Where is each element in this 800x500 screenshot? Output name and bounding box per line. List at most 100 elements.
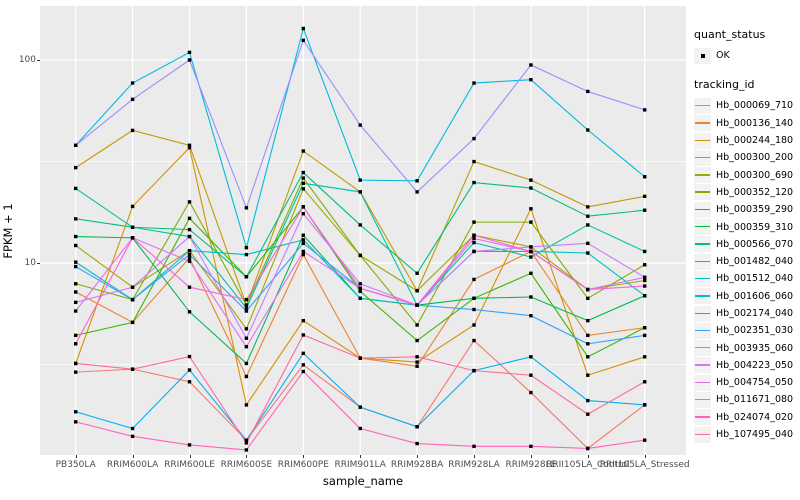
data-point (301, 249, 305, 254)
data-point (187, 256, 192, 260)
data-point (358, 123, 362, 127)
data-point (74, 361, 78, 366)
data-point (301, 211, 305, 216)
x-tick-mark (246, 455, 248, 458)
data-point (244, 297, 249, 302)
legend-entry-Hb_000300_200[interactable]: Hb_000300_200 (694, 149, 798, 166)
x-tick-mark (530, 455, 532, 458)
plot-panel (40, 6, 686, 455)
legend-entry-Hb_001482_040[interactable]: Hb_001482_040 (694, 253, 798, 270)
data-point (529, 63, 533, 67)
data-point (74, 420, 78, 424)
data-point (529, 255, 533, 259)
data-point (643, 294, 647, 298)
legend-tracking-items: Hb_000069_710 Hb_000136_140 Hb_000244_180 H… (694, 97, 798, 443)
data-point (74, 217, 78, 221)
data-point (643, 333, 647, 338)
legend-entry-Hb_004223_050[interactable]: Hb_004223_050 (694, 357, 798, 374)
data-point (643, 438, 647, 442)
data-point (244, 448, 249, 452)
legend-entry-Hb_002174_040[interactable]: Hb_002174_040 (694, 305, 798, 322)
y-tick-label-10: 10 (24, 258, 36, 268)
data-point (415, 303, 419, 307)
legend-label: Hb_000359_310 (716, 221, 794, 233)
data-point (187, 227, 192, 232)
data-point (301, 369, 305, 374)
legend-entry-Hb_000300_690[interactable]: Hb_000300_690 (694, 166, 798, 184)
data-point (358, 282, 362, 286)
data-point (187, 443, 192, 447)
x-tick-label: PB350LA (55, 460, 96, 470)
legend-label: Hb_002351_030 (716, 325, 794, 337)
data-point (472, 136, 476, 141)
data-point (301, 363, 305, 367)
legend-entry-Hb_003935_060[interactable]: Hb_003935_060 (694, 339, 798, 357)
legend-entry-Hb_024074_020[interactable]: Hb_024074_020 (694, 409, 798, 426)
data-point (74, 282, 78, 286)
x-tick-label: RRIM928BA (390, 460, 444, 470)
data-point (643, 208, 647, 212)
data-point (586, 89, 590, 94)
x-tick-label: RRIM600LA (106, 460, 159, 470)
data-point (529, 444, 533, 449)
y-axis-title: FPKM + 1 (1, 203, 15, 259)
data-point (358, 405, 362, 409)
legend-entry-Hb_000244_180[interactable]: Hb_000244_180 (694, 132, 798, 149)
data-point (130, 320, 135, 325)
x-tick-label: RRIM600PE (277, 460, 329, 470)
data-point (301, 38, 305, 43)
data-point (586, 251, 590, 255)
legend-entry-Hb_011671_080[interactable]: Hb_011671_080 (694, 391, 798, 408)
legend-entry-Hb_001606_060[interactable]: Hb_001606_060 (694, 288, 798, 305)
x-tick-mark (417, 455, 419, 458)
legend-entry-Hb_001512_040[interactable]: Hb_001512_040 (694, 270, 798, 287)
data-point (74, 290, 78, 294)
data-point (472, 338, 476, 343)
data-point (586, 214, 590, 218)
legend-title-quant-status: quant_status (694, 28, 766, 41)
data-point (358, 296, 362, 301)
data-point (415, 323, 419, 327)
data-point (301, 241, 305, 246)
data-point (301, 181, 305, 185)
data-point (529, 207, 533, 211)
legend-entry-quant-ok[interactable]: OK (694, 47, 798, 64)
data-point (187, 354, 192, 359)
legend-entry-Hb_000352_120[interactable]: Hb_000352_120 (694, 184, 798, 201)
data-point (415, 338, 419, 343)
x-tick-mark (644, 455, 646, 458)
data-point (358, 253, 362, 258)
ok-point-icon (694, 47, 711, 64)
data-point (244, 206, 249, 210)
data-point (244, 327, 249, 331)
legend-line-key-icon (694, 236, 711, 253)
data-point (529, 271, 533, 275)
data-point (586, 296, 590, 301)
legend-line-key-icon (694, 97, 711, 114)
data-point (472, 236, 476, 241)
data-point (472, 296, 476, 301)
data-point (301, 238, 305, 242)
x-tick-mark (189, 455, 191, 458)
legend-entry-Hb_000136_140[interactable]: Hb_000136_140 (694, 115, 798, 132)
legend-entry-Hb_002351_030[interactable]: Hb_002351_030 (694, 322, 798, 339)
data-point (586, 412, 590, 416)
data-point (643, 108, 647, 112)
legend-entry-Hb_000566_070[interactable]: Hb_000566_070 (694, 236, 798, 253)
data-point (643, 284, 647, 288)
data-point (187, 216, 192, 221)
data-point (472, 180, 476, 185)
legend-entry-Hb_000069_710[interactable]: Hb_000069_710 (694, 97, 798, 114)
legend-entry-Hb_000359_290[interactable]: Hb_000359_290 (694, 201, 798, 218)
data-point (74, 410, 78, 414)
data-point (586, 223, 590, 227)
legend-entry-Hb_000359_310[interactable]: Hb_000359_310 (694, 218, 798, 236)
data-point (529, 249, 533, 254)
data-point (529, 373, 533, 377)
data-point (472, 368, 476, 373)
data-point (74, 186, 78, 191)
data-point (529, 295, 533, 299)
legend-entry-Hb_107495_040[interactable]: Hb_107495_040 (694, 426, 798, 443)
legend-entry-Hb_004754_050[interactable]: Hb_004754_050 (694, 374, 798, 391)
